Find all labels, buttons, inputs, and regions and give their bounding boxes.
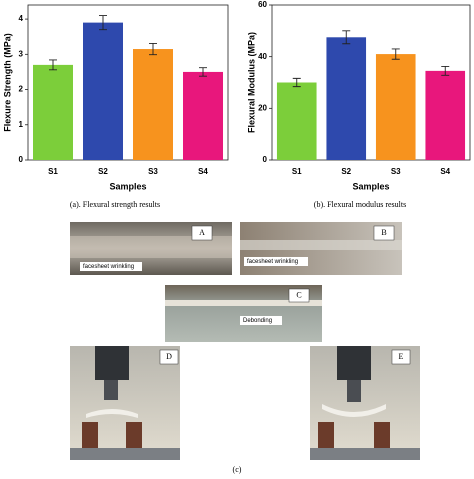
photo-e: E xyxy=(310,346,420,460)
y-tick-label: 2 xyxy=(19,85,24,94)
photo-note: facesheet wrinkling xyxy=(247,259,298,265)
photo-label: D xyxy=(166,352,172,361)
x-tick-label: S1 xyxy=(48,167,58,176)
x-tick-label: S1 xyxy=(292,167,302,176)
error-bar xyxy=(342,30,351,45)
x-tick-label: S4 xyxy=(198,167,208,176)
caption: (c) xyxy=(233,465,242,474)
x-tick-label: S2 xyxy=(98,167,108,176)
error-bar xyxy=(292,77,301,88)
y-tick-label: 40 xyxy=(258,52,267,61)
y-axis-label: Flexural Modulus (MPa) xyxy=(246,32,256,133)
photo-label: A xyxy=(199,228,205,237)
y-tick-label: 20 xyxy=(258,103,267,112)
x-axis-label: Samples xyxy=(352,181,389,191)
bar xyxy=(425,70,466,160)
bar xyxy=(326,37,367,160)
x-tick-label: S3 xyxy=(391,167,401,176)
y-tick-label: 0 xyxy=(263,155,268,164)
error-bar xyxy=(49,59,57,71)
error-bar xyxy=(199,67,207,77)
photo-d: D xyxy=(70,346,180,460)
x-tick-label: S3 xyxy=(148,167,158,176)
plot-frame xyxy=(27,4,229,161)
photo-note: facesheet wrinkling xyxy=(83,264,134,270)
bar xyxy=(83,22,123,161)
photo-b: B facesheet wrinkling xyxy=(240,222,402,275)
photo-note: Debonding xyxy=(243,318,272,324)
photo-c: C Debonding xyxy=(165,285,322,342)
bar xyxy=(133,49,173,161)
y-tick-label: 4 xyxy=(19,14,24,23)
x-axis-label: Samples xyxy=(109,181,146,191)
chart-caption: (a). Flexural strength results xyxy=(70,200,160,209)
error-bar xyxy=(441,66,450,76)
x-tick-label: S4 xyxy=(440,167,450,176)
error-bar xyxy=(99,15,107,31)
bar xyxy=(183,71,223,160)
bar xyxy=(33,64,73,160)
y-tick-label: 0 xyxy=(19,155,24,164)
x-tick-label: S2 xyxy=(341,167,351,176)
photo-a: A facesheet wrinkling xyxy=(70,222,232,275)
photo-label: C xyxy=(296,290,301,299)
y-axis-label: Flexure Strength (MPa) xyxy=(2,33,12,132)
error-bar xyxy=(391,48,400,60)
y-tick-label: 1 xyxy=(19,120,24,129)
y-tick-label: 60 xyxy=(258,0,267,9)
y-tick-label: 3 xyxy=(19,49,24,58)
plot-frame xyxy=(271,4,471,161)
photo-label: B xyxy=(381,228,386,237)
bar xyxy=(375,54,416,161)
error-bar xyxy=(149,42,157,56)
chart-caption: (b). Flexural modulus results xyxy=(314,200,406,209)
photo-label: E xyxy=(399,352,404,361)
bar xyxy=(276,82,317,160)
